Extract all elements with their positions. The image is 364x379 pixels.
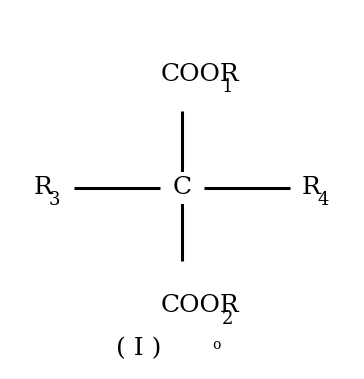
Text: ( I ): ( I ) (116, 338, 162, 360)
Text: o: o (212, 338, 220, 352)
Text: 1: 1 (222, 78, 234, 96)
Text: COOR: COOR (161, 294, 239, 318)
Text: 4: 4 (317, 191, 329, 209)
Text: R: R (302, 176, 321, 199)
Text: 3: 3 (49, 191, 60, 209)
Text: COOR: COOR (161, 63, 239, 86)
Text: C: C (173, 176, 191, 199)
Text: R: R (33, 176, 52, 199)
Text: 2: 2 (222, 310, 233, 327)
